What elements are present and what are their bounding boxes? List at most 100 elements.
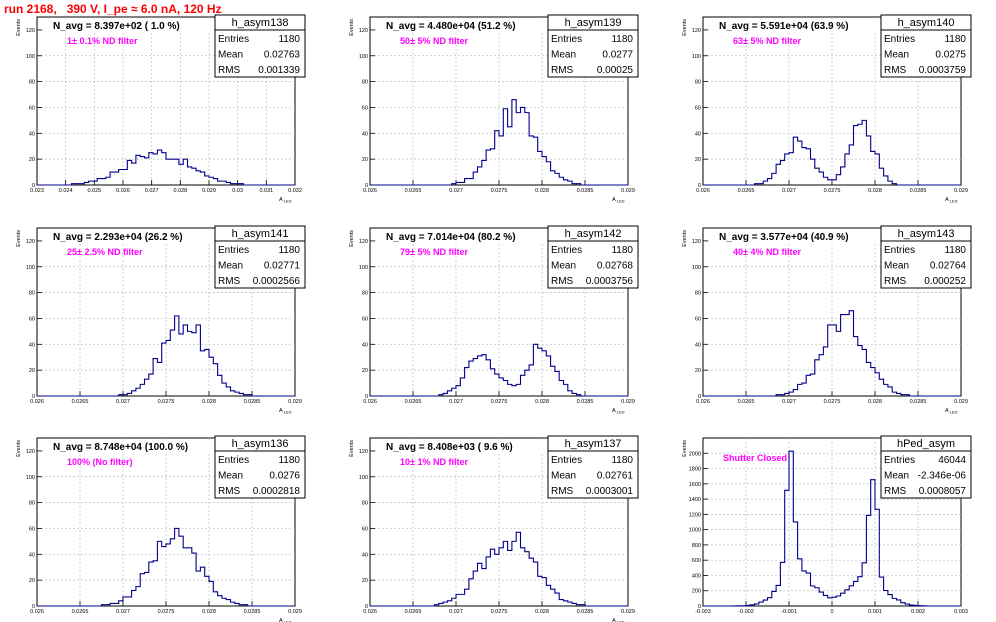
y-tick-label: 40 [362,131,368,137]
histogram-name: h_asym138 [232,17,289,29]
y-tick-label: 120 [692,28,701,34]
x-tick-label: 0.025 [87,188,101,194]
x-axis-label: ALED [612,408,625,415]
y-tick-label: 120 [359,449,368,455]
x-tick-label: 0.027 [449,188,463,194]
navg-box [44,230,214,243]
stats-value: 1180 [278,455,300,466]
x-tick-label: 0.0275 [491,399,508,405]
x-tick-label: 0.028 [868,399,882,405]
x-tick-label: 0.032 [288,188,302,194]
y-tick-label: 60 [695,316,701,322]
y-tick-label: 80 [362,291,368,297]
stats-value: 1180 [611,455,633,466]
y-tick-label: 40 [362,552,368,558]
stats-box [547,240,639,289]
stats-value: 0.02764 [930,261,967,272]
histogram-series [703,310,961,397]
stats-key: Mean [551,50,576,61]
histogram-panel-h_asym138: 0.023 0.024 0.025 0.026 0.027 0.028 0.029 0.03 0… [16,14,306,204]
stats-key: Entries [218,455,249,466]
x-axis-label: ALED [945,408,958,415]
y-axis-label: Events [16,19,22,36]
y-tick-label: 0 [32,394,35,400]
y-tick-label: 100 [26,475,35,481]
x-tick-label: 0.0265 [405,399,422,405]
stats-key: RMS [884,276,907,287]
stats-value: 1180 [611,34,633,45]
x-tick-label: 0.028 [173,188,187,194]
filter-note: 10± 1% ND filter [400,457,468,467]
y-tick-label: 80 [362,80,368,86]
y-tick-label: 20 [29,368,35,374]
y-tick-label: 80 [29,501,35,507]
y-tick-label: 60 [29,105,35,111]
stats-key: RMS [551,65,574,76]
histogram-panel-h_asym141: 0.026 0.0265 0.027 0.0275 0.028 0.0285 0.029 0 2… [16,225,306,415]
x-tick-label: 0.0265 [72,609,89,615]
x-tick-label: 0.0265 [405,188,422,194]
histogram-series [370,343,628,397]
stats-value: 0.02771 [264,261,301,272]
stats-value: 0.0276 [269,471,300,482]
stats-key: Entries [884,455,915,466]
y-tick-label: 80 [695,80,701,86]
y-axis-label: Events [16,230,22,247]
x-tick-label: 0.0285 [910,399,927,405]
y-tick-label: 120 [26,28,35,34]
histogram-series [37,315,295,397]
x-tick-label: 0.029 [621,399,635,405]
y-tick-label: 40 [695,342,701,348]
filter-note: 1± 0.1% ND filter [67,36,138,46]
x-tick-label: 0.026 [696,188,710,194]
stats-value: 0.001339 [258,65,300,76]
x-tick-label: 0.027 [449,609,463,615]
stats-key: RMS [551,276,574,287]
histogram-name: h_asym140 [898,17,955,29]
y-tick-label: 120 [26,449,35,455]
stats-value: 0.0008057 [919,486,967,497]
navg-label: N_avg = 8.397e+02 ( 1.0 %) [53,21,180,32]
y-axis-label: Events [682,230,688,247]
y-axis-label: Events [682,19,688,36]
y-tick-label: 0 [365,604,368,610]
y-tick-label: 2000 [689,451,701,457]
y-tick-label: 20 [362,578,368,584]
x-axis-label: ALED [945,197,958,204]
y-tick-label: 0 [365,394,368,400]
stats-box [547,29,639,78]
stats-key: Mean [551,261,576,272]
y-tick-label: 100 [692,265,701,271]
histogram-series [703,119,961,186]
stats-value: 1180 [278,245,300,256]
stats-value: 1180 [944,245,966,256]
x-tick-label: 0.0285 [577,609,594,615]
y-axis-label: Events [349,440,355,457]
histogram-panel-h_asym136: 0.026 0.0265 0.027 0.0275 0.028 0.0285 0.029 0 2… [16,435,306,622]
y-tick-label: 120 [359,239,368,245]
stats-box [214,450,306,499]
stats-key: Mean [218,50,243,61]
x-tick-label: 0.029 [621,188,635,194]
stats-key: Entries [884,245,915,256]
histogram-name: h_asym139 [565,17,622,29]
y-tick-label: 40 [362,342,368,348]
y-tick-label: 100 [359,54,368,60]
x-tick-label: 0 [830,609,833,615]
y-tick-label: 400 [692,573,701,579]
x-tick-label: -0.003 [695,609,711,615]
x-axis-label: ALED [279,408,292,415]
stats-key: Entries [218,34,249,45]
x-tick-label: 0.026 [696,399,710,405]
y-tick-label: 20 [29,157,35,163]
y-axis-label: Events [349,19,355,36]
stats-value: 0.0003001 [586,486,634,497]
x-tick-label: 0.023 [30,188,44,194]
x-tick-label: 0.029 [954,188,968,194]
y-tick-label: 600 [692,558,701,564]
y-tick-label: 60 [362,316,368,322]
x-tick-label: 0.027 [145,188,159,194]
y-tick-label: 0 [698,394,701,400]
x-tick-label: 0.0275 [158,609,175,615]
navg-label: N_avg = 8.748e+04 (100.0 %) [53,442,188,453]
